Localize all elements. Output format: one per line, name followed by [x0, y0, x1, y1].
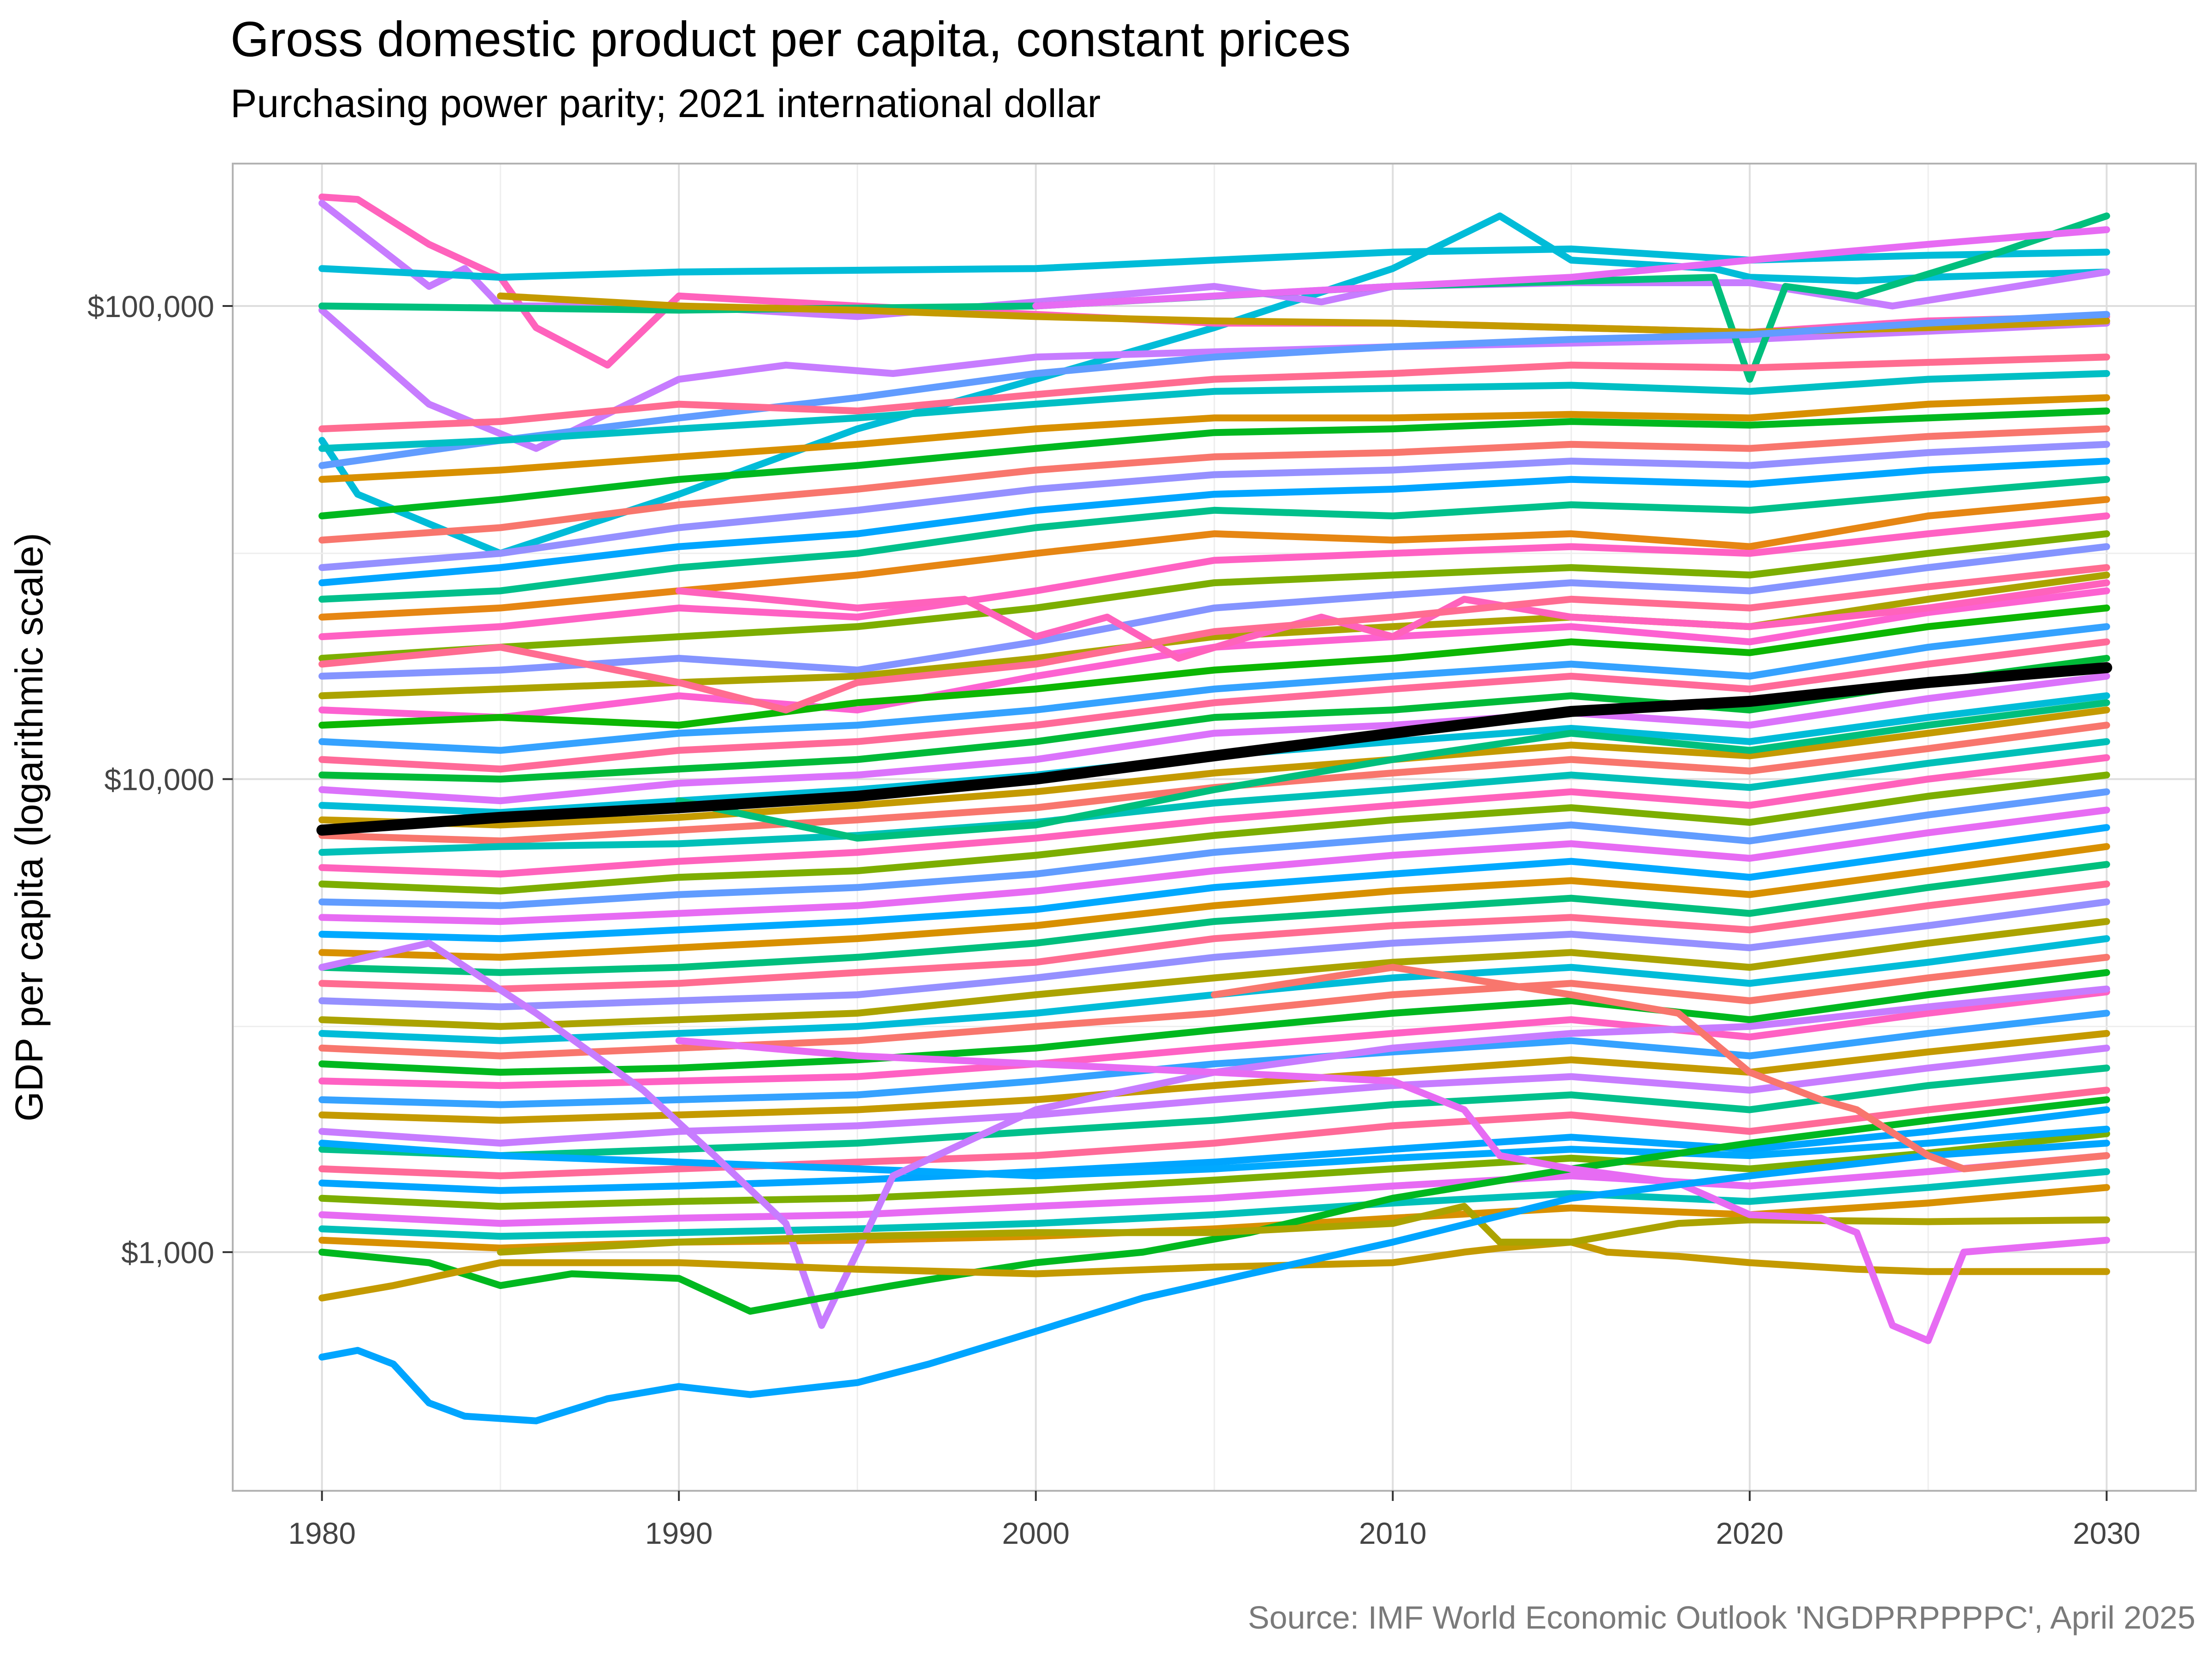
- series-line: [318, 806, 2110, 925]
- y-tick-label: $100,000: [88, 289, 214, 324]
- series-line: [318, 788, 2110, 909]
- series-line: [318, 638, 2110, 773]
- series-line: [318, 512, 2110, 641]
- series-line: [318, 530, 2110, 662]
- series-line: [675, 699, 2110, 842]
- series-line: [318, 1106, 2110, 1194]
- world-average-line: [316, 662, 2112, 836]
- series-line: [318, 394, 2110, 483]
- series-line: [318, 1152, 2110, 1227]
- series-line: [318, 1238, 2110, 1302]
- series-line: [318, 1087, 2110, 1179]
- series-line: [318, 604, 2110, 729]
- series-line: [318, 672, 2110, 805]
- series-line: [318, 1065, 2110, 1159]
- series-line: [318, 543, 2110, 680]
- series-line: [318, 754, 2110, 878]
- series-line: [318, 1044, 2110, 1147]
- chart-caption: Source: IMF World Economic Outlook 'NGDP…: [1247, 1600, 2195, 1635]
- series-line: [318, 898, 2110, 1011]
- series-line: [318, 1168, 2110, 1240]
- series-line: [318, 861, 2110, 976]
- series-line: [318, 564, 2110, 714]
- chart-subtitle: Purchasing power parity; 2021 internatio…: [230, 82, 1101, 126]
- series-line: [318, 1130, 2110, 1210]
- series-line: [318, 843, 2110, 961]
- plot-border: [232, 163, 2197, 1492]
- series-line: [318, 458, 2110, 587]
- series-line: [318, 623, 2110, 754]
- series-line: [497, 1203, 2110, 1256]
- x-tick-label: 2000: [1002, 1516, 1070, 1550]
- series-line: [675, 1037, 2110, 1344]
- series-line: [318, 1030, 2110, 1124]
- series-line: [1032, 226, 2110, 310]
- series-line: [318, 425, 2110, 544]
- series-line: [1211, 964, 2110, 1172]
- series-line: [318, 880, 2110, 993]
- series-line: [318, 407, 2110, 519]
- series-line: [318, 212, 2110, 557]
- series-line: [318, 988, 2110, 1089]
- y-tick-label: $1,000: [121, 1235, 214, 1270]
- series-line: [318, 918, 2110, 1030]
- x-tick-label: 1980: [288, 1516, 356, 1550]
- series-line: [318, 706, 2110, 829]
- series-line: [318, 824, 2110, 942]
- chart-title: Gross domestic product per capita, const…: [230, 11, 1351, 67]
- series-line: [318, 311, 2110, 469]
- x-tick-label: 2030: [2073, 1516, 2141, 1550]
- series-line: [318, 1140, 2110, 1424]
- series-line: [318, 1125, 2110, 1179]
- x-tick-label: 2010: [1359, 1516, 1427, 1550]
- x-tick-label: 1990: [645, 1516, 713, 1550]
- highlight-series-line: [316, 662, 2112, 836]
- series-line: [318, 771, 2110, 894]
- series-line: [318, 476, 2110, 603]
- series-line: [318, 940, 2110, 1329]
- axes: 1980 1990 2000 2010 2020 2030 $1,000 $10,000 $10…: [88, 289, 2141, 1550]
- series-line: [318, 655, 2110, 783]
- y-tick-label: $10,000: [104, 763, 214, 797]
- series-line: [318, 245, 2110, 281]
- series-line: [318, 441, 2110, 571]
- series-line: [318, 496, 2110, 621]
- series-line: [318, 953, 2110, 1059]
- x-tick-label: 2020: [1716, 1516, 1783, 1550]
- series-line: [318, 353, 2110, 433]
- series-line: [318, 370, 2110, 452]
- series-line: [318, 1010, 2110, 1108]
- series-lines: [318, 194, 2110, 1424]
- y-axis-label: GDP per capita (logarithmic scale): [7, 533, 51, 1122]
- series-line: [318, 738, 2110, 856]
